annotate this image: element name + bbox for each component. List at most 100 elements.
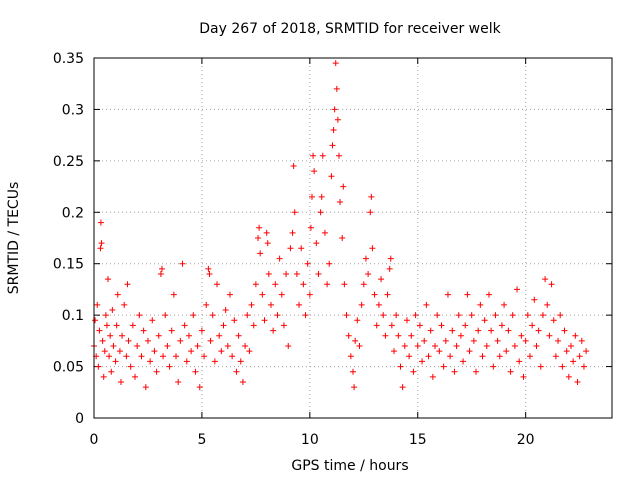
data-point bbox=[188, 348, 195, 355]
data-point bbox=[479, 353, 486, 360]
data-point bbox=[160, 353, 167, 360]
data-point bbox=[95, 363, 102, 370]
data-point bbox=[339, 235, 346, 241]
data-point bbox=[313, 240, 320, 247]
data-point bbox=[205, 265, 212, 272]
data-point bbox=[317, 209, 324, 216]
data-point bbox=[330, 127, 337, 133]
data-point bbox=[326, 260, 333, 267]
data-point bbox=[97, 245, 104, 252]
data-point bbox=[162, 312, 169, 319]
data-point bbox=[278, 291, 285, 298]
data-point bbox=[427, 327, 434, 334]
data-point bbox=[229, 353, 236, 360]
data-point bbox=[375, 301, 382, 308]
y-tick-label: 0.1 bbox=[62, 308, 84, 324]
data-point bbox=[371, 291, 378, 298]
data-point bbox=[555, 337, 562, 344]
data-point bbox=[331, 106, 338, 113]
data-point bbox=[296, 301, 303, 308]
data-point bbox=[158, 265, 165, 272]
data-point bbox=[399, 384, 406, 391]
data-point bbox=[125, 337, 132, 344]
data-point bbox=[224, 343, 231, 349]
data-point bbox=[318, 193, 325, 200]
data-point bbox=[557, 312, 564, 319]
data-point bbox=[533, 343, 540, 349]
data-point bbox=[384, 291, 391, 298]
data-point bbox=[97, 219, 104, 226]
data-point bbox=[468, 312, 475, 319]
data-point bbox=[406, 353, 413, 360]
data-point bbox=[580, 363, 587, 370]
y-tick-label: 0.05 bbox=[53, 360, 84, 376]
chart-title: Day 267 of 2018, SRMTID for receiver wel… bbox=[199, 21, 501, 37]
data-point bbox=[289, 229, 296, 236]
data-point bbox=[274, 312, 281, 319]
data-point bbox=[397, 363, 404, 370]
x-tick-label: 20 bbox=[517, 432, 535, 448]
data-point bbox=[222, 307, 229, 313]
data-point bbox=[319, 152, 326, 159]
data-point bbox=[144, 337, 151, 344]
data-point bbox=[287, 245, 294, 252]
data-point bbox=[261, 317, 268, 324]
data-point bbox=[226, 291, 233, 298]
data-point bbox=[438, 322, 445, 329]
data-point bbox=[552, 353, 559, 360]
data-point bbox=[419, 358, 426, 365]
data-point bbox=[358, 301, 365, 308]
data-point bbox=[464, 291, 471, 298]
data-point bbox=[94, 301, 101, 308]
data-point bbox=[276, 255, 283, 262]
data-point bbox=[362, 255, 369, 262]
data-point bbox=[280, 322, 287, 329]
data-point bbox=[250, 322, 257, 329]
data-point bbox=[475, 327, 482, 334]
data-point bbox=[138, 353, 145, 360]
data-point bbox=[147, 358, 154, 365]
data-point bbox=[567, 343, 574, 349]
x-tick-label: 5 bbox=[197, 432, 206, 448]
data-point bbox=[367, 209, 374, 216]
data-point bbox=[175, 379, 182, 385]
data-point bbox=[263, 229, 270, 236]
data-point bbox=[442, 337, 449, 344]
data-point bbox=[436, 348, 443, 355]
data-point bbox=[570, 358, 577, 365]
data-point bbox=[550, 317, 557, 324]
data-point bbox=[490, 363, 497, 370]
data-point bbox=[117, 379, 124, 385]
data-point bbox=[246, 348, 253, 355]
data-point bbox=[190, 312, 197, 319]
data-point bbox=[561, 327, 568, 334]
data-point bbox=[149, 317, 156, 324]
data-point bbox=[270, 327, 277, 334]
data-point bbox=[434, 312, 441, 319]
data-point bbox=[285, 343, 292, 349]
y-tick-label: 0.35 bbox=[53, 51, 84, 67]
data-point bbox=[298, 245, 305, 252]
data-point bbox=[235, 332, 242, 339]
data-point bbox=[203, 301, 210, 308]
data-point bbox=[105, 276, 112, 283]
data-point bbox=[387, 255, 394, 262]
data-point bbox=[574, 379, 581, 385]
data-point bbox=[345, 332, 352, 339]
data-point bbox=[179, 260, 186, 267]
data-point bbox=[505, 327, 512, 334]
data-point bbox=[563, 348, 570, 355]
data-point bbox=[340, 183, 347, 190]
data-point bbox=[255, 235, 262, 241]
axis-ticks: 0 0.05 0.1 0.15 0.2 0.25 0.3 0.35 0 5 10 15 20 bbox=[53, 51, 612, 448]
data-point bbox=[123, 353, 130, 360]
data-point bbox=[166, 363, 173, 370]
data-point bbox=[335, 152, 342, 159]
data-point bbox=[264, 240, 271, 247]
y-tick-label: 0.2 bbox=[62, 205, 84, 221]
data-point bbox=[343, 312, 350, 319]
data-point bbox=[391, 348, 398, 355]
data-point bbox=[531, 296, 538, 303]
data-point bbox=[395, 332, 402, 339]
data-point bbox=[444, 291, 451, 298]
